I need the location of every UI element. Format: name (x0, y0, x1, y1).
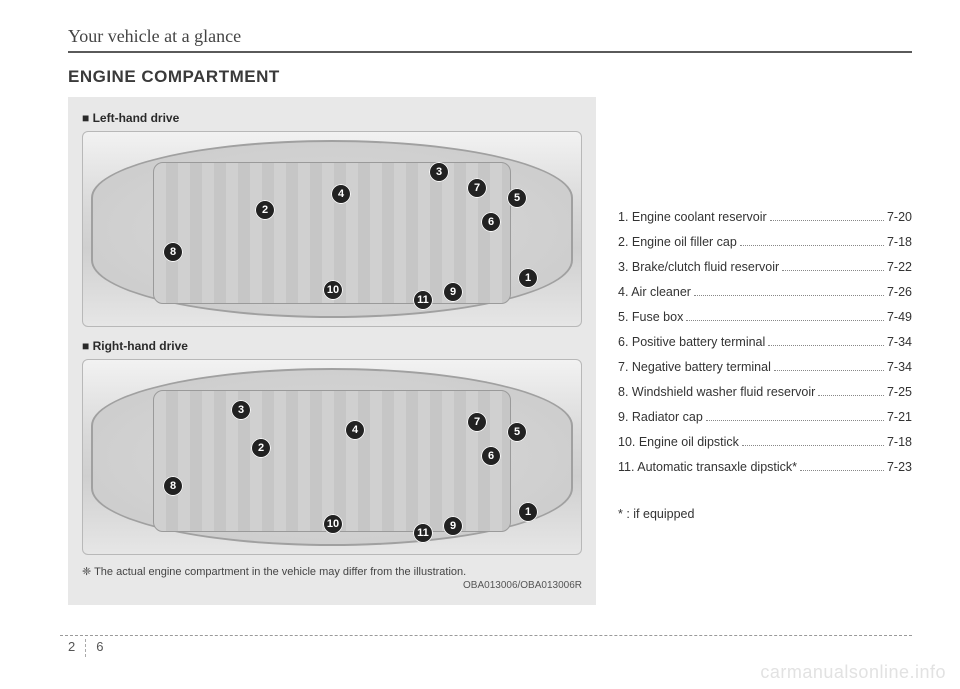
list-item-leader (818, 385, 884, 396)
page-number-divider (85, 639, 86, 657)
callout-marker-8: 8 (163, 242, 183, 262)
list-item-label: 3. Brake/clutch fluid reservoir (618, 255, 779, 280)
list-item: 8. Windshield washer fluid reservoir 7-25 (618, 380, 912, 405)
list-item: 6. Positive battery terminal 7-34 (618, 330, 912, 355)
callout-marker-5: 5 (507, 188, 527, 208)
list-item-page: 7-25 (887, 380, 912, 405)
list-item-leader (686, 310, 884, 321)
page-footer: 2 6 (0, 635, 960, 657)
callout-marker-6: 6 (481, 446, 501, 466)
engine-diagram-right: 1 23 4 56 7 8 9 10 11 (82, 359, 582, 555)
engine-block (153, 390, 511, 532)
list-item-leader (706, 410, 884, 421)
panel-label-right: ■ Right-hand drive (82, 339, 582, 353)
list-item-label: 8. Windshield washer fluid reservoir (618, 380, 815, 405)
diagram-footnote: ❈ The actual engine compartment in the v… (82, 565, 582, 578)
callout-marker-6: 6 (481, 212, 501, 232)
list-item-page: 7-23 (887, 455, 912, 480)
callout-marker-11: 11 (413, 523, 433, 543)
header-title: Your vehicle at a glance (68, 26, 912, 47)
callout-marker-9: 9 (443, 516, 463, 536)
list-item-page: 7-34 (887, 355, 912, 380)
callout-marker-11: 11 (413, 290, 433, 310)
callout-marker-4: 4 (345, 420, 365, 440)
list-item-leader (770, 210, 884, 221)
list-item-leader (768, 335, 884, 346)
page-container: Your vehicle at a glance ENGINE COMPARTM… (0, 0, 960, 605)
list-item-leader (740, 235, 884, 246)
list-item-page: 7-21 (887, 405, 912, 430)
image-code: OBA013006/OBA013006R (82, 580, 582, 591)
callout-marker-7: 7 (467, 178, 487, 198)
callout-marker-2: 2 (251, 438, 271, 458)
list-item: 9. Radiator cap 7-21 (618, 405, 912, 430)
callout-marker-3: 3 (429, 162, 449, 182)
list-item: 10. Engine oil dipstick 7-18 (618, 430, 912, 455)
list-item-leader (774, 360, 884, 371)
list-item-label: 11. Automatic transaxle dipstick* (618, 455, 797, 480)
chapter-number: 2 (68, 639, 75, 657)
list-item-label: 7. Negative battery terminal (618, 355, 771, 380)
list-item: 11. Automatic transaxle dipstick* 7-23 (618, 455, 912, 480)
list-item-label: 9. Radiator cap (618, 405, 703, 430)
callout-marker-9: 9 (443, 282, 463, 302)
callout-marker-5: 5 (507, 422, 527, 442)
list-item: 7. Negative battery terminal 7-34 (618, 355, 912, 380)
panel-label-left: ■ Left-hand drive (82, 111, 582, 125)
list-item-page: 7-49 (887, 305, 912, 330)
list-item-label: 5. Fuse box (618, 305, 683, 330)
list-item: 5. Fuse box 7-49 (618, 305, 912, 330)
diagram-panel: ■ Left-hand drive 1234567891011 ■ Right-… (68, 97, 596, 605)
callout-marker-3: 3 (231, 400, 251, 420)
list-item-label: 10. Engine oil dipstick (618, 430, 739, 455)
list-item-leader (782, 260, 884, 271)
list-item-page: 7-34 (887, 330, 912, 355)
list-item-label: 6. Positive battery terminal (618, 330, 765, 355)
list-item-page: 7-18 (887, 430, 912, 455)
callout-marker-10: 10 (323, 280, 343, 300)
callout-marker-8: 8 (163, 476, 183, 496)
callout-marker-2: 2 (255, 200, 275, 220)
list-item: 1. Engine coolant reservoir 7-20 (618, 205, 912, 230)
page-number: 6 (96, 639, 103, 657)
list-item-page: 7-18 (887, 230, 912, 255)
list-item-label: 4. Air cleaner (618, 280, 691, 305)
watermark: carmanualsonline.info (760, 662, 946, 683)
list-item: 4. Air cleaner 7-26 (618, 280, 912, 305)
section-title: ENGINE COMPARTMENT (68, 67, 912, 87)
header-rule: Your vehicle at a glance (68, 26, 912, 53)
list-item-label: 1. Engine coolant reservoir (618, 205, 767, 230)
callout-marker-1: 1 (518, 268, 538, 288)
list-item: 2. Engine oil filler cap 7-18 (618, 230, 912, 255)
callout-marker-7: 7 (467, 412, 487, 432)
callout-marker-1: 1 (518, 502, 538, 522)
list-item-page: 7-22 (887, 255, 912, 280)
engine-diagram-left: 1 2 3 4 56 7 8 9 10 11 (82, 131, 582, 327)
list-item-leader (742, 435, 884, 446)
list-item: 3. Brake/clutch fluid reservoir 7-22 (618, 255, 912, 280)
page-numbers: 2 6 (60, 639, 912, 657)
content-row: ■ Left-hand drive 1234567891011 ■ Right-… (68, 97, 912, 605)
equip-note: * : if equipped (618, 502, 912, 527)
list-item-label: 2. Engine oil filler cap (618, 230, 737, 255)
list-item-page: 7-20 (887, 205, 912, 230)
list-item-leader (694, 285, 884, 296)
callout-marker-10: 10 (323, 514, 343, 534)
list-item-page: 7-26 (887, 280, 912, 305)
footer-dash (60, 635, 912, 636)
callout-marker-4: 4 (331, 184, 351, 204)
list-item-leader (800, 460, 884, 471)
parts-list: 1. Engine coolant reservoir7-202. Engine… (618, 97, 912, 605)
